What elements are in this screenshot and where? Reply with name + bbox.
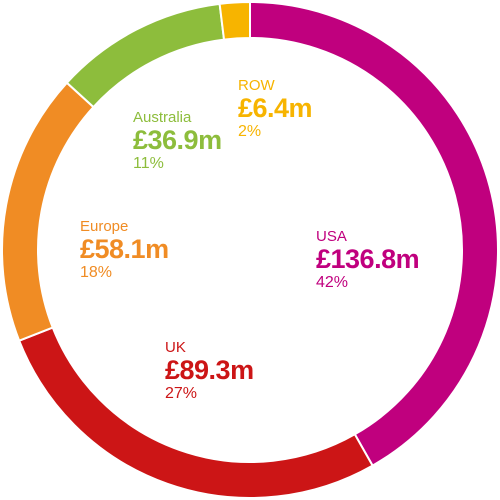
slice-name: Europe [80, 218, 129, 235]
slice-europe [1, 81, 95, 343]
slice-value: £58.1m [80, 234, 169, 264]
slice-name: ROW [238, 77, 275, 94]
slice-value: £6.4m [238, 93, 313, 123]
label-europe: Europe £58.1m 18% [80, 219, 169, 281]
slice-value: £89.3m [165, 355, 254, 385]
slice-name: USA [316, 228, 347, 245]
slice-row [218, 0, 251, 41]
slice-percent: 27% [165, 385, 198, 402]
slice-percent: 11% [133, 155, 164, 172]
slice-percent: 2% [238, 123, 262, 140]
label-uk: UK £89.3m 27% [165, 340, 254, 402]
slice-name: Australia [133, 109, 192, 126]
label-usa: USA £136.8m 42% [316, 228, 420, 291]
slice-value: £136.8m [316, 244, 420, 274]
slice-percent: 42% [316, 274, 349, 291]
label-australia: Australia £36.9m 11% [133, 110, 222, 172]
label-row: ROW £6.4m 2% [238, 77, 313, 140]
slice-australia [65, 2, 226, 109]
slice-value: £36.9m [133, 125, 222, 155]
slice-name: UK [165, 339, 186, 356]
slice-percent: 18% [80, 264, 113, 281]
